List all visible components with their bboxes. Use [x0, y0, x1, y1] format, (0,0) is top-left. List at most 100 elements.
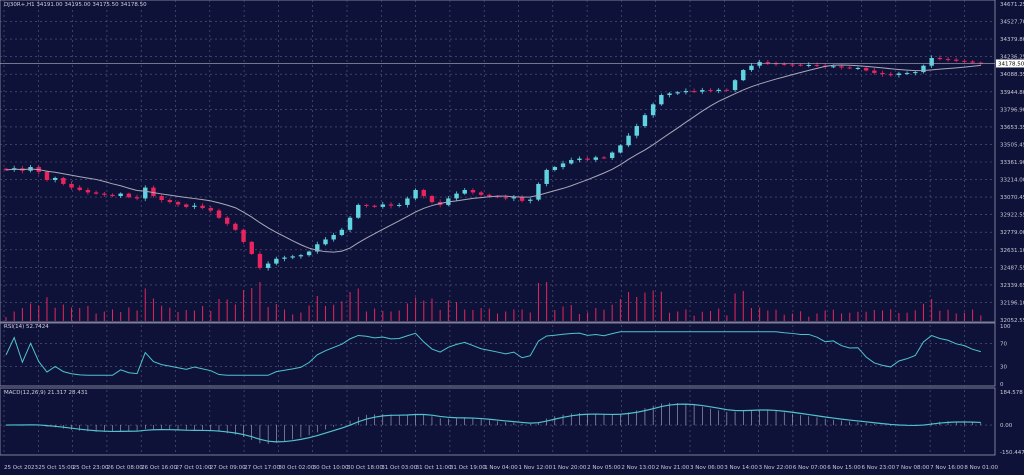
macd-title: MACD(12,26,9) 21.317 28.431: [4, 390, 88, 396]
candle-down: [159, 196, 164, 200]
candle-down: [429, 196, 435, 203]
candle-up: [298, 255, 304, 257]
candle-down: [151, 187, 156, 197]
time-label: 27 Oct 01:00: [176, 465, 212, 471]
candle-down: [388, 204, 394, 206]
candle-down: [601, 157, 607, 159]
price-label: 33796.90: [1000, 107, 1024, 113]
candle-up: [413, 189, 418, 199]
candle-down: [93, 192, 99, 194]
panel-frame-2: [0, 387, 996, 456]
candle-up: [913, 72, 918, 74]
candle-down: [773, 63, 779, 65]
candle-up: [896, 73, 902, 75]
candle-up: [806, 64, 811, 66]
close-value: 34178.50: [120, 2, 147, 8]
candle-down: [364, 204, 369, 206]
rsi-title: RSI(14) 52.7424: [4, 324, 49, 330]
price-label: 34379.80: [1000, 37, 1024, 43]
candle-up: [929, 57, 934, 66]
time-label: 6 Nov 15:00: [827, 465, 861, 471]
candle-up: [315, 244, 320, 252]
candle-up: [683, 91, 689, 93]
time-label: 27 Oct 17:00: [244, 465, 280, 471]
candle-down: [863, 67, 869, 71]
time-label: 6 Nov 23:00: [862, 465, 896, 471]
candle-down: [962, 60, 967, 62]
candle-up: [544, 169, 549, 184]
candle-down: [708, 90, 713, 92]
symbol-label: DJ30R+,H1: [4, 2, 35, 8]
candle-up: [397, 204, 402, 206]
price-label: 34088.35: [1000, 72, 1024, 78]
candle-up: [528, 199, 533, 201]
time-label: 31 Oct 19:00: [450, 465, 486, 471]
candle-up: [634, 126, 639, 136]
price-label: 32196.10: [1000, 300, 1024, 306]
candle-down: [372, 205, 377, 207]
candle-up: [265, 263, 271, 268]
candle-up: [667, 93, 672, 96]
price-label: 32779.00: [1000, 230, 1024, 236]
moving-average-line: [5, 64, 981, 253]
candle-down: [880, 72, 885, 75]
candle-down: [216, 210, 222, 218]
time-label: 27 Oct 09:00: [210, 465, 246, 471]
candle-down: [487, 194, 492, 197]
price-label: 33361.90: [1000, 160, 1024, 166]
price-label: 32922.55: [1000, 213, 1024, 219]
candle-up: [118, 193, 123, 197]
time-label: 3 Nov 22:00: [759, 465, 793, 471]
candle-up: [282, 257, 287, 259]
time-label: 8 Nov 01:00: [964, 465, 998, 471]
candle-down: [937, 57, 943, 60]
price-label: 32339.65: [1000, 283, 1024, 289]
candle-up: [405, 198, 410, 205]
candle-up: [560, 163, 566, 168]
candle-down: [167, 199, 173, 203]
candle-up: [659, 95, 664, 105]
candle-up: [347, 217, 353, 230]
candle-down: [872, 70, 877, 73]
candle-up: [741, 70, 746, 81]
candle-down: [200, 205, 205, 209]
time-label: 25 Oct 2023: [4, 465, 39, 471]
candle-up: [306, 251, 312, 256]
candle-up: [675, 92, 680, 94]
candle-up: [290, 256, 295, 258]
price-label: 34527.70: [1000, 20, 1024, 26]
chart-header: DJ30R+,H1 34191.00 34195.00 34175.50 341…: [4, 2, 147, 8]
candle-down: [102, 193, 107, 195]
candle-down: [765, 62, 771, 64]
candle-up: [323, 239, 328, 245]
candle-down: [798, 64, 803, 66]
time-label: 2 Nov 21:00: [656, 465, 690, 471]
high-value: 34195.00: [64, 2, 91, 8]
candle-down: [126, 193, 132, 198]
rsi-level-label: 70: [1000, 341, 1007, 347]
candle-down: [970, 61, 975, 63]
candle-up: [356, 204, 361, 218]
candle-down: [257, 253, 263, 268]
low-value: 34175.50: [92, 2, 119, 8]
candle-down: [61, 177, 66, 184]
time-label: 3 Nov 06:00: [690, 465, 724, 471]
candle-down: [208, 208, 213, 211]
price-label: 34236.25: [1000, 55, 1024, 61]
candle-down: [478, 192, 484, 195]
time-label: 1 Nov 04:00: [484, 465, 518, 471]
candle-down: [421, 189, 426, 197]
rsi-level-label: 100: [1000, 324, 1011, 330]
panel-frame-0: [0, 0, 996, 323]
time-label: 6 Nov 07:00: [793, 465, 827, 471]
candle-up: [626, 135, 631, 146]
candle-down: [77, 187, 82, 190]
candle-up: [855, 67, 861, 69]
candle-up: [536, 183, 541, 200]
time-label: 30 Oct 10:00: [313, 465, 349, 471]
open-value: 34191.00: [36, 2, 63, 8]
candle-up: [454, 193, 459, 199]
candle-down: [224, 217, 230, 224]
candle-down: [847, 67, 852, 69]
